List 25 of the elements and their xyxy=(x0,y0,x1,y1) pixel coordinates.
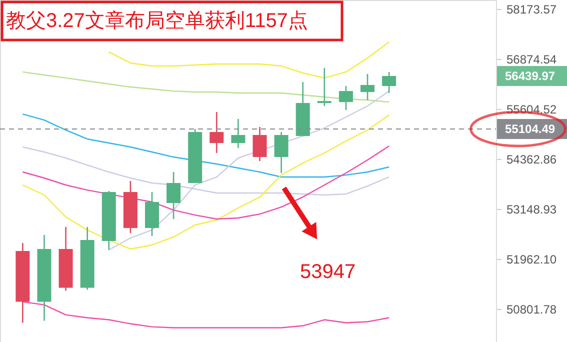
y-tick-label: 53148.93 xyxy=(506,202,557,216)
candlestick xyxy=(317,67,332,107)
text: 56439.97 xyxy=(505,69,556,83)
ref-line-label: 55104.49 xyxy=(505,122,556,136)
y-tick-label: 51962.10 xyxy=(506,252,557,266)
candlestick xyxy=(231,118,246,149)
candlestick xyxy=(252,126,267,162)
y-tick-label: 50801.78 xyxy=(506,302,557,316)
candlestick xyxy=(382,71,396,94)
candlestick xyxy=(274,131,288,174)
line-series xyxy=(22,114,390,250)
candlestick xyxy=(360,73,375,101)
line-series xyxy=(22,113,390,178)
line-series xyxy=(22,301,390,328)
text: 教父3.27文章布局空单获利1157点 xyxy=(6,10,308,32)
line-series xyxy=(22,145,390,220)
y-tick-label: 54362.86 xyxy=(506,152,557,166)
y-tick-label: 56874.54 xyxy=(506,52,557,66)
line-series xyxy=(108,41,390,79)
annotation: 53947 xyxy=(300,261,356,283)
candlestick xyxy=(338,85,353,111)
candlestick xyxy=(210,111,224,154)
line-series xyxy=(22,71,390,103)
y-tick-label: 58173.57 xyxy=(506,2,557,16)
candlestick xyxy=(166,171,181,220)
